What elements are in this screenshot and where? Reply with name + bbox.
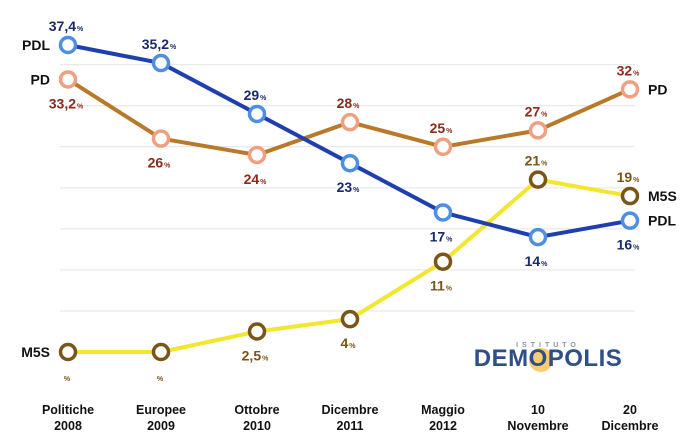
pd-point [58, 70, 78, 89]
pd-point [433, 137, 453, 157]
m5s-data-label: 19% [617, 169, 641, 185]
x-tick-label: Ottobre 2010 [234, 403, 279, 433]
pdl-left-label: PDL [22, 37, 50, 53]
logo-sun-icon [529, 348, 553, 372]
pdl-data-label: 37,4% [49, 18, 84, 34]
m5s-data-label: % [157, 376, 164, 383]
logo-name: DEMOPOLIS [474, 345, 623, 372]
pd-data-label: 25% [430, 120, 454, 136]
series-markers [58, 35, 640, 362]
pd-left-label: PD [31, 71, 50, 87]
x-tick-label: Dicembre 2011 [322, 403, 379, 433]
pdl-point [528, 227, 548, 247]
pdl-point [58, 35, 78, 55]
pd-data-label: 27% [525, 103, 549, 119]
m5s-point [528, 170, 548, 189]
pdl-point [151, 53, 171, 73]
pd-data-label: 28% [337, 95, 361, 111]
pdl-point [247, 104, 267, 124]
pd-data-label: 32% [617, 62, 641, 78]
x-tick-label: Europee 2009 [136, 403, 186, 433]
pdl-point [340, 153, 360, 173]
m5s-point [620, 186, 640, 206]
demopolis-logo: ISTITUTO DEMOPOLIS [474, 342, 623, 372]
pd-data-label: 24% [244, 171, 268, 187]
pdl-data-label: 16% [617, 237, 641, 253]
m5s-data-label: 4% [340, 335, 356, 351]
pdl-point [433, 203, 453, 222]
pd-data-label: 26% [148, 155, 172, 171]
m5s-point [340, 309, 360, 329]
pdl-data-label: 35,2% [142, 36, 177, 52]
pd-right-label: PD [648, 81, 667, 97]
pdl-point [620, 211, 640, 230]
pd-point [247, 145, 267, 165]
pdl-data-label: 29% [244, 87, 268, 103]
pd-point [340, 112, 360, 132]
m5s-point [58, 342, 78, 362]
logo-small-text: ISTITUTO [516, 342, 580, 349]
m5s-data-label: % [64, 376, 71, 383]
x-tick-label: 10 Novembre [507, 403, 568, 433]
pd-point [528, 121, 548, 140]
series-lines [66, 43, 631, 354]
series-name-labels: PDL PDL PD PD M5S M5S [21, 37, 677, 360]
data-labels: 37,4% 35,2% 29% 23% 17% 14% 16% 33,2% 26% 24% 28% 2… [49, 18, 640, 383]
pdl-data-label: 17% [430, 228, 454, 244]
m5s-data-label: 11% [430, 278, 453, 294]
pd-data-label: 33,2% [49, 95, 84, 111]
m5s-right-label: M5S [648, 188, 677, 204]
pdl-data-label: 14% [525, 253, 549, 269]
m5s-data-label: 2,5% [242, 347, 269, 363]
x-tick-label: Maggio 2012 [421, 403, 465, 433]
pd-point [151, 129, 171, 148]
m5s-point [433, 252, 453, 271]
m5s-point [151, 342, 171, 362]
m5s-point [247, 322, 267, 341]
m5s-data-label: 21% [525, 153, 549, 169]
x-axis-tick-labels: Politiche 2008 Europee 2009 Ottobre 2010 Dicem… [42, 403, 659, 433]
x-tick-label: 20 Dicembre [602, 403, 659, 433]
pdl-right-label: PDL [648, 213, 676, 229]
m5s-left-label: M5S [21, 344, 50, 360]
pd-point [620, 80, 640, 99]
x-tick-label: Politiche 2008 [42, 403, 94, 433]
pdl-data-label: 23% [337, 179, 361, 195]
